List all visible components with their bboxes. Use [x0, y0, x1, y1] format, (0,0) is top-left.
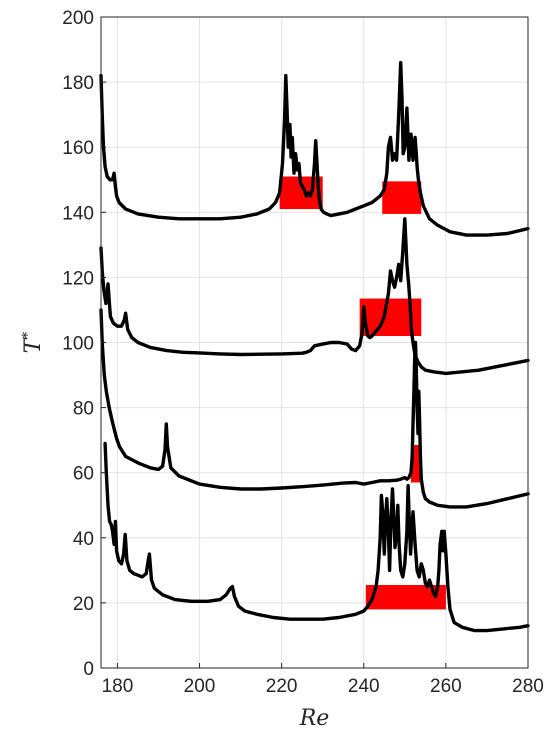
y-tick-label: 180 — [62, 73, 94, 94]
series-line — [99, 60, 530, 237]
series-line — [99, 217, 530, 376]
x-tick-label: 180 — [102, 676, 134, 697]
x-tick-label: 200 — [184, 676, 216, 697]
y-tick-labels: 0 20 40 60 80 100 120 140 160 180 200 — [62, 8, 106, 680]
y-axis-title-sup: * — [20, 332, 36, 339]
y-tick-label: 20 — [73, 594, 94, 615]
y-tick-label: 120 — [62, 268, 94, 289]
highlight-band — [382, 181, 422, 214]
x-tick-label: 220 — [266, 676, 298, 697]
x-tick-label: 240 — [348, 676, 380, 697]
x-axis-title: Re — [299, 706, 330, 731]
y-tick-label: 160 — [62, 138, 94, 159]
y-axis-title: T* — [20, 332, 46, 354]
highlight-band — [410, 445, 422, 483]
series-line — [99, 308, 530, 509]
y-tick-label: 100 — [62, 334, 94, 355]
x-tick-label: 260 — [430, 676, 462, 697]
series-lines — [99, 60, 530, 633]
y-tick-label: 80 — [73, 399, 94, 420]
y-tick-label: 60 — [73, 464, 94, 485]
x-tick-label: 280 — [512, 676, 544, 697]
y-tick-label: 40 — [73, 529, 94, 550]
x-tick-labels: 180 200 220 240 260 280 — [102, 663, 544, 697]
highlight-bands — [279, 176, 446, 610]
grid — [101, 16, 529, 669]
series-line — [103, 441, 530, 633]
y-tick-label: 200 — [62, 8, 94, 29]
y-tick-label: 140 — [62, 203, 94, 224]
y-tick-label: 0 — [83, 659, 94, 680]
y-axis-title-main: T — [21, 336, 46, 353]
